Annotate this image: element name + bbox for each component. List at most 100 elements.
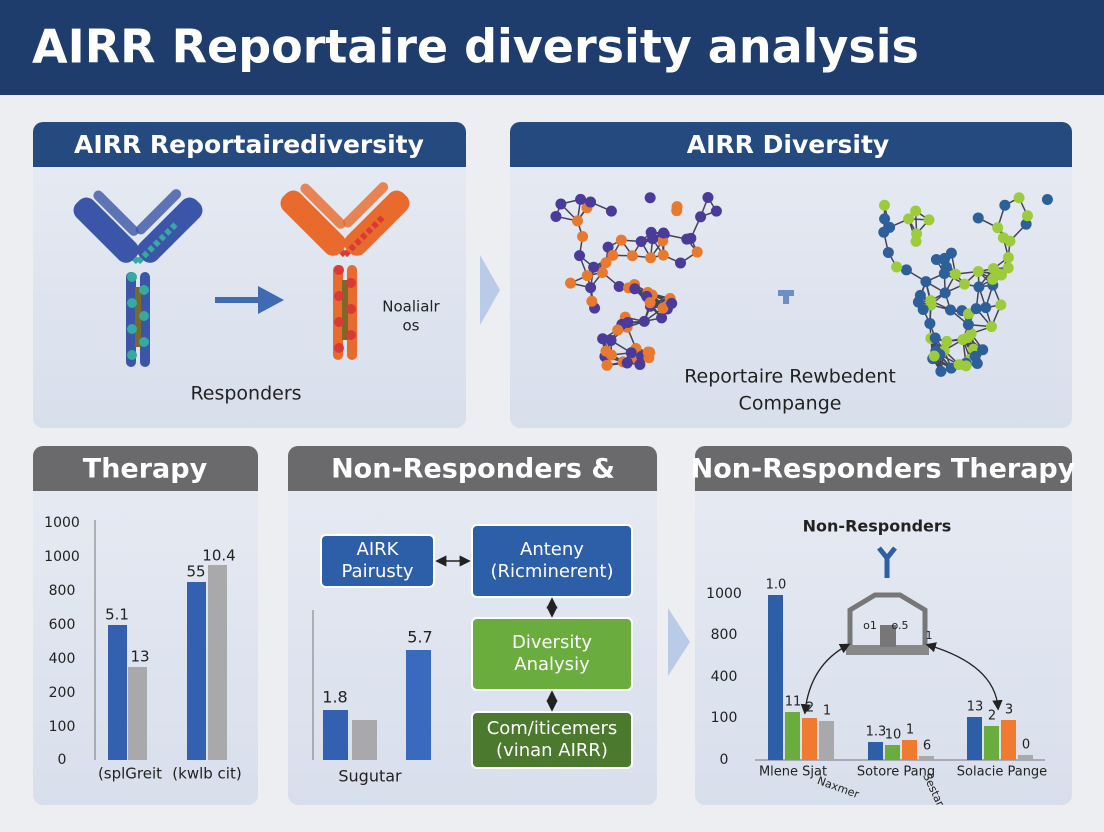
atom xyxy=(917,303,929,315)
atom xyxy=(671,205,683,217)
antibody-dot xyxy=(139,311,149,321)
bar xyxy=(819,721,834,760)
atom xyxy=(710,205,722,217)
bar xyxy=(1018,755,1033,760)
label: 55 xyxy=(186,563,205,581)
antibody xyxy=(73,189,203,367)
label: Non-Responders xyxy=(803,517,952,536)
antibody-dot xyxy=(346,304,356,314)
bar xyxy=(984,726,999,760)
hinge xyxy=(342,214,386,258)
bar xyxy=(128,667,147,760)
flow-box xyxy=(471,711,633,769)
label: o1 xyxy=(863,619,877,632)
atom xyxy=(924,317,936,329)
atom xyxy=(675,257,687,269)
label: 13 xyxy=(130,648,149,666)
bar xyxy=(768,595,783,760)
label: 100 xyxy=(49,719,76,735)
atom xyxy=(601,359,613,371)
atom xyxy=(550,210,562,222)
atom xyxy=(910,205,922,217)
atom xyxy=(681,233,693,245)
page-title: AIRR Reportaire diversity analysis xyxy=(32,20,919,74)
antibody-arm xyxy=(280,190,346,256)
bar xyxy=(885,745,900,760)
atom xyxy=(945,247,957,259)
label: Anteny xyxy=(520,539,584,560)
atom xyxy=(995,269,1007,281)
label: os xyxy=(403,317,420,335)
antibody-dot xyxy=(334,291,344,301)
label: 2 xyxy=(988,709,996,724)
atom xyxy=(914,289,926,301)
antibody-arm xyxy=(135,189,182,235)
atom xyxy=(605,205,617,217)
flow-box xyxy=(471,524,633,598)
atom xyxy=(586,295,598,307)
label: 5.1 xyxy=(105,606,129,624)
atom xyxy=(607,249,619,261)
label: Reportaire Rewbedent xyxy=(684,366,896,388)
atom xyxy=(962,308,974,320)
atom xyxy=(565,277,577,289)
label: Therapy xyxy=(83,454,208,485)
atom xyxy=(938,267,950,279)
bar xyxy=(108,625,127,760)
label: AIRR Reportairediversity xyxy=(74,130,424,159)
bar xyxy=(323,710,348,760)
label: 1 xyxy=(926,629,933,642)
antibody-arm xyxy=(344,190,410,256)
label: AIRK xyxy=(357,539,400,560)
atom xyxy=(621,357,633,369)
atom xyxy=(920,276,932,288)
chevron xyxy=(480,255,500,325)
atom xyxy=(600,257,612,269)
label: 200 xyxy=(49,685,76,701)
antibody-dot xyxy=(334,265,344,275)
atom xyxy=(980,302,992,314)
bar xyxy=(868,742,883,760)
atom xyxy=(1020,218,1032,230)
atom xyxy=(903,213,915,225)
label: (kwlb cit) xyxy=(172,765,241,783)
atom xyxy=(970,303,982,315)
atom xyxy=(999,199,1011,211)
atom xyxy=(972,212,984,224)
atom xyxy=(923,214,935,226)
atom xyxy=(625,347,637,359)
label: (splGreit xyxy=(98,765,162,783)
bar xyxy=(352,720,377,760)
atom xyxy=(581,270,593,282)
label: 3 xyxy=(1005,703,1013,718)
bar xyxy=(902,740,917,760)
label: 10.4 xyxy=(202,547,235,565)
antibody xyxy=(280,182,410,360)
label: 800 xyxy=(49,583,76,599)
label: Pairusty xyxy=(342,561,414,582)
atom xyxy=(878,226,890,238)
atom xyxy=(973,281,985,293)
label: Com/iticemers xyxy=(487,718,618,739)
antibody-dot xyxy=(139,285,149,295)
label: Noalialr xyxy=(382,298,440,316)
label: 0 xyxy=(1022,738,1030,753)
atom xyxy=(571,215,583,227)
atom xyxy=(605,349,617,361)
panel-header xyxy=(695,446,1072,491)
atom xyxy=(635,235,647,247)
atom xyxy=(1002,262,1014,274)
label: 1.3 xyxy=(866,725,887,740)
label: 5.7 xyxy=(407,628,432,647)
label: (Ricminerent) xyxy=(490,561,613,582)
atom xyxy=(959,278,971,290)
atom xyxy=(666,297,678,309)
label: Solacie Pange xyxy=(957,765,1047,780)
label: 800 xyxy=(711,627,738,643)
atom xyxy=(638,315,650,327)
atom xyxy=(634,359,646,371)
atom xyxy=(657,249,669,261)
atom xyxy=(985,321,997,333)
bar xyxy=(919,756,934,760)
